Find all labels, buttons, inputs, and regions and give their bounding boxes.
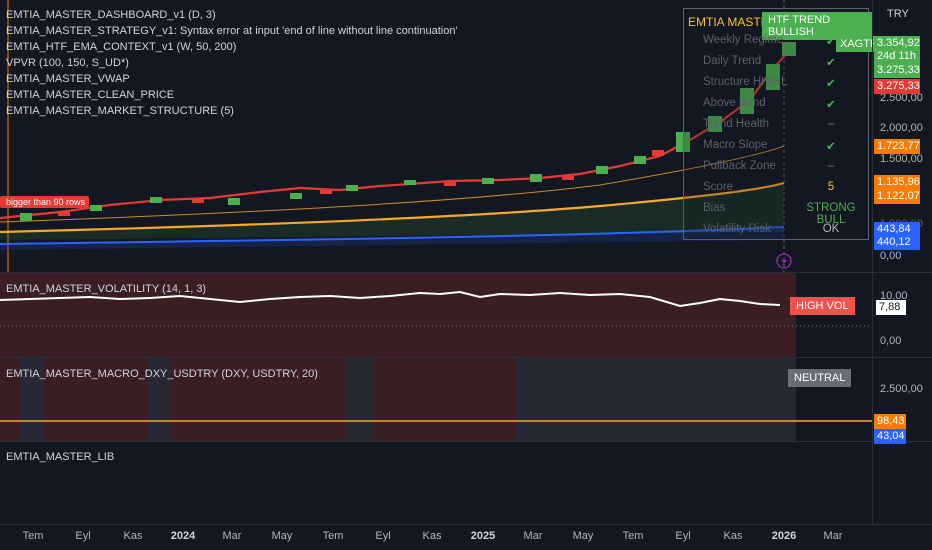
- row-label: Above Band: [703, 97, 766, 109]
- lib-title[interactable]: EMTIA_MASTER_LIB: [6, 451, 115, 463]
- price-tick: 2.000,00: [880, 122, 923, 134]
- row-label: Volatility Risk: [703, 223, 771, 235]
- price-tag-ema-mid: 1.135,96: [874, 175, 920, 190]
- time-label: Kas: [723, 530, 743, 542]
- volatility-pane[interactable]: EMTIA_MASTER_VOLATILITY (14, 1, 3) HIGH …: [0, 273, 872, 357]
- time-label: Mar: [222, 530, 242, 542]
- price-tag-ema-slow: 443,84: [874, 222, 920, 237]
- indicator-legend-5[interactable]: EMTIA_MASTER_VWAP: [6, 73, 130, 85]
- price-tick: 2.500,00: [880, 92, 923, 104]
- row-value: 5: [827, 181, 835, 193]
- price-tag-ema-slow-2: 440,12: [874, 235, 920, 250]
- price-chart[interactable]: [0, 0, 872, 272]
- price-tick: 1.500,00: [880, 153, 923, 165]
- volatility-chart: [0, 290, 872, 327]
- time-label: Tem: [322, 530, 344, 542]
- time-label: Kas: [422, 530, 442, 542]
- time-label: May: [572, 530, 594, 542]
- bolt-icon: [776, 253, 792, 269]
- macro-regime-bands: [0, 358, 796, 441]
- volatility-value-tag: 7,88: [876, 300, 906, 315]
- row-value: –: [827, 118, 835, 130]
- time-label: May: [271, 530, 293, 542]
- time-label: Kas: [123, 530, 143, 542]
- time-label: Tem: [22, 530, 44, 542]
- macro-tag-dxy: 98,43: [874, 414, 906, 429]
- row-value: ✔: [826, 57, 836, 69]
- volatility-title[interactable]: EMTIA_MASTER_VOLATILITY (14, 1, 3): [6, 283, 207, 295]
- macro-title[interactable]: EMTIA_MASTER_MACRO_DXY_USDTRY (DXY, USDT…: [6, 368, 318, 380]
- time-label: Mar: [523, 530, 543, 542]
- htf-trend-badge: HTF TREND BULLISH: [762, 12, 872, 40]
- row-label: Score: [703, 181, 734, 193]
- ema-slow-line: [0, 226, 785, 245]
- high-vol-badge: HIGH VOL: [790, 297, 855, 315]
- row-label: Macro Slope: [703, 139, 768, 151]
- candles-red: [58, 150, 664, 216]
- price-scale[interactable]: [872, 0, 932, 524]
- row-value: OK: [822, 223, 840, 235]
- warning-label: bigger than 90 rows: [0, 196, 90, 208]
- price-tag-countdown: 24d 11h: [874, 49, 920, 64]
- macro-tag-usdtry: 43,04: [874, 429, 906, 444]
- time-label-year: 2024: [170, 530, 196, 542]
- time-label: Tem: [622, 530, 644, 542]
- ema-mid-line: [0, 181, 785, 234]
- row-value: ✔: [826, 99, 836, 111]
- time-label-year: 2026: [771, 530, 797, 542]
- time-label: Eyl: [75, 530, 91, 542]
- row-value: –: [827, 160, 835, 172]
- time-label: Mar: [823, 530, 843, 542]
- volatility-line: [0, 290, 781, 308]
- ema-fast-line: [0, 145, 785, 223]
- row-label: Structure HH/HL: [703, 76, 788, 88]
- row-label: Daily Trend: [703, 55, 762, 67]
- row-value: ✔: [826, 141, 836, 153]
- candles: [20, 42, 796, 221]
- volatility-background: [0, 273, 796, 357]
- volatility-tick: 0,00: [880, 335, 902, 347]
- indicator-legend-7[interactable]: EMTIA_MASTER_MARKET_STRUCTURE (5): [6, 105, 234, 117]
- macro-pane[interactable]: EMTIA_MASTER_MACRO_DXY_USDTRY (DXY, USDT…: [0, 358, 872, 441]
- row-label: Bias: [703, 202, 726, 214]
- macro-tick: 2.500,00: [880, 383, 923, 395]
- price-tick: 0,00: [880, 250, 902, 262]
- time-label-year: 2025: [470, 530, 496, 542]
- price-tag-high: 3.275,33: [874, 63, 920, 78]
- vwap-band-fill: [0, 183, 784, 240]
- row-label: Trend Health: [703, 118, 770, 130]
- price-tag-ema-fast: 1.723,77: [874, 139, 920, 154]
- indicator-legend-4[interactable]: VPVR (100, 150, S_UD*): [6, 57, 129, 69]
- row-value: STRONG BULL: [806, 202, 856, 226]
- neutral-badge: NEUTRAL: [788, 369, 852, 387]
- price-tag-vwap: 1.122,07: [874, 189, 920, 204]
- lib-pane[interactable]: EMTIA_MASTER_LIB: [0, 442, 872, 524]
- indicator-legend-2[interactable]: EMTIA_MASTER_STRATEGY_v1: Syntax error a…: [6, 25, 458, 37]
- indicator-legend-3[interactable]: EMTIA_HTF_EMA_CONTEXT_v1 (W, 50, 200): [6, 41, 237, 53]
- time-label: Eyl: [675, 530, 691, 542]
- row-value: ✔: [826, 78, 836, 90]
- volatility-tick: 10,00: [880, 290, 908, 302]
- row-label: Weekly Regime: [703, 34, 784, 46]
- indicator-legend-1[interactable]: EMTIA_MASTER_DASHBOARD_v1 (D, 3): [6, 9, 216, 21]
- main-chart-pane[interactable]: EMTIA_MASTER_DASHBOARD_v1 (D, 3) EMTIA_M…: [0, 0, 890, 272]
- price-tag-close: 3.275,33: [874, 79, 920, 94]
- price-tag-last: 3.354,92: [874, 36, 920, 51]
- row-label: Pullback Zone: [703, 160, 776, 172]
- macro-chart: [0, 358, 872, 441]
- time-label: Eyl: [375, 530, 391, 542]
- currency-label[interactable]: TRY: [887, 8, 909, 20]
- row-value: ✔: [826, 36, 836, 48]
- indicator-legend-6[interactable]: EMTIA_MASTER_CLEAN_PRICE: [6, 89, 175, 101]
